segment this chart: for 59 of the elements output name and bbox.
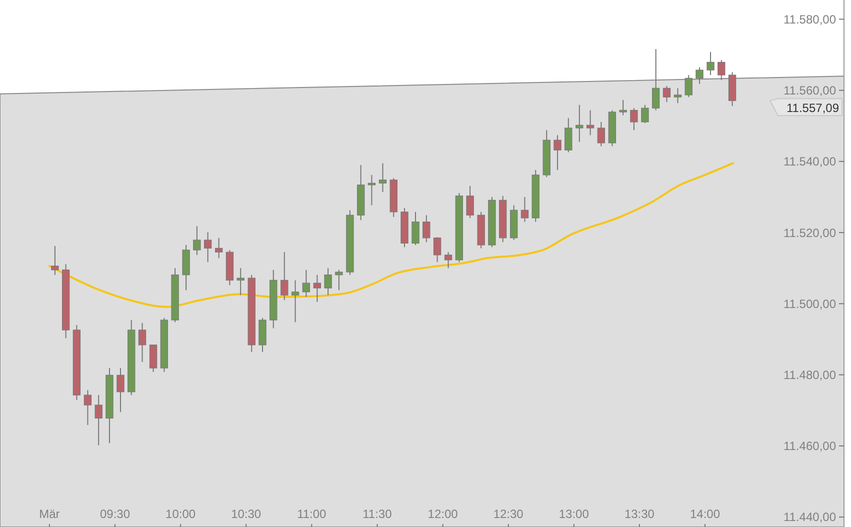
candlestick	[193, 226, 201, 256]
candlestick	[718, 60, 726, 81]
x-tick-label: 10:30	[231, 507, 262, 521]
candlestick	[138, 322, 146, 362]
x-tick-label: 11:00	[297, 507, 327, 521]
candlestick	[214, 237, 223, 259]
candlestick	[149, 344, 158, 372]
y-tick-label: 11.580,00	[784, 12, 836, 26]
candlestick	[236, 268, 244, 296]
candlestick	[444, 252, 452, 269]
candlestick	[554, 134, 562, 170]
candlestick	[84, 390, 92, 426]
candlestick	[291, 280, 300, 323]
candlestick	[652, 48, 660, 111]
y-tick-label: 11.540,00	[784, 154, 836, 169]
candlestick	[335, 269, 343, 291]
y-tick-label: 11.460,00	[784, 439, 836, 454]
y-tick-label: 11.500,00	[784, 296, 836, 311]
candlestick	[204, 232, 212, 263]
y-tick-label: 11.440,00	[784, 510, 836, 524]
candlestick	[674, 88, 682, 104]
candlestick	[280, 252, 288, 301]
x-tick-label: 10:00	[166, 507, 196, 521]
x-tick-label: 11:30	[362, 507, 392, 521]
x-tick-label: 13:00	[558, 507, 590, 521]
candlestick	[684, 74, 692, 98]
candlestick	[51, 246, 59, 276]
candlestick	[564, 118, 572, 153]
candlestick	[641, 104, 649, 124]
candlestick	[576, 104, 584, 142]
x-tick-label: 14:00	[690, 507, 720, 521]
x-tick-label: Mär	[39, 507, 60, 521]
x-tick-label: 12:00	[428, 507, 458, 521]
candlestick	[313, 274, 322, 302]
candlestick	[520, 196, 529, 222]
y-tick-label: 11.560,00	[784, 84, 836, 98]
candlestick	[630, 108, 638, 131]
x-tick-label: 13:30	[624, 507, 655, 521]
candlestick	[662, 86, 671, 103]
candlestick	[466, 185, 474, 218]
y-tick-label: 11.480,00	[784, 368, 836, 382]
candlestick	[696, 66, 704, 84]
x-tick-label: 12:30	[493, 507, 524, 521]
y-tick-label: 11.520,00	[784, 226, 836, 240]
candlestick	[116, 368, 124, 413]
candlestick	[422, 214, 430, 243]
candlestick	[619, 99, 627, 116]
candlestick	[378, 162, 387, 193]
candlestick	[412, 211, 420, 246]
candlestick	[597, 121, 606, 147]
x-tick-label: 09:30	[100, 507, 130, 521]
candlestick	[586, 110, 594, 136]
candlestick	[94, 394, 102, 446]
annotation: 11.557,09	[786, 100, 840, 115]
candlestick	[433, 236, 442, 263]
candlestick	[706, 51, 714, 76]
candlestick	[302, 269, 310, 298]
candlestick	[324, 268, 332, 296]
line-series	[48, 162, 734, 308]
